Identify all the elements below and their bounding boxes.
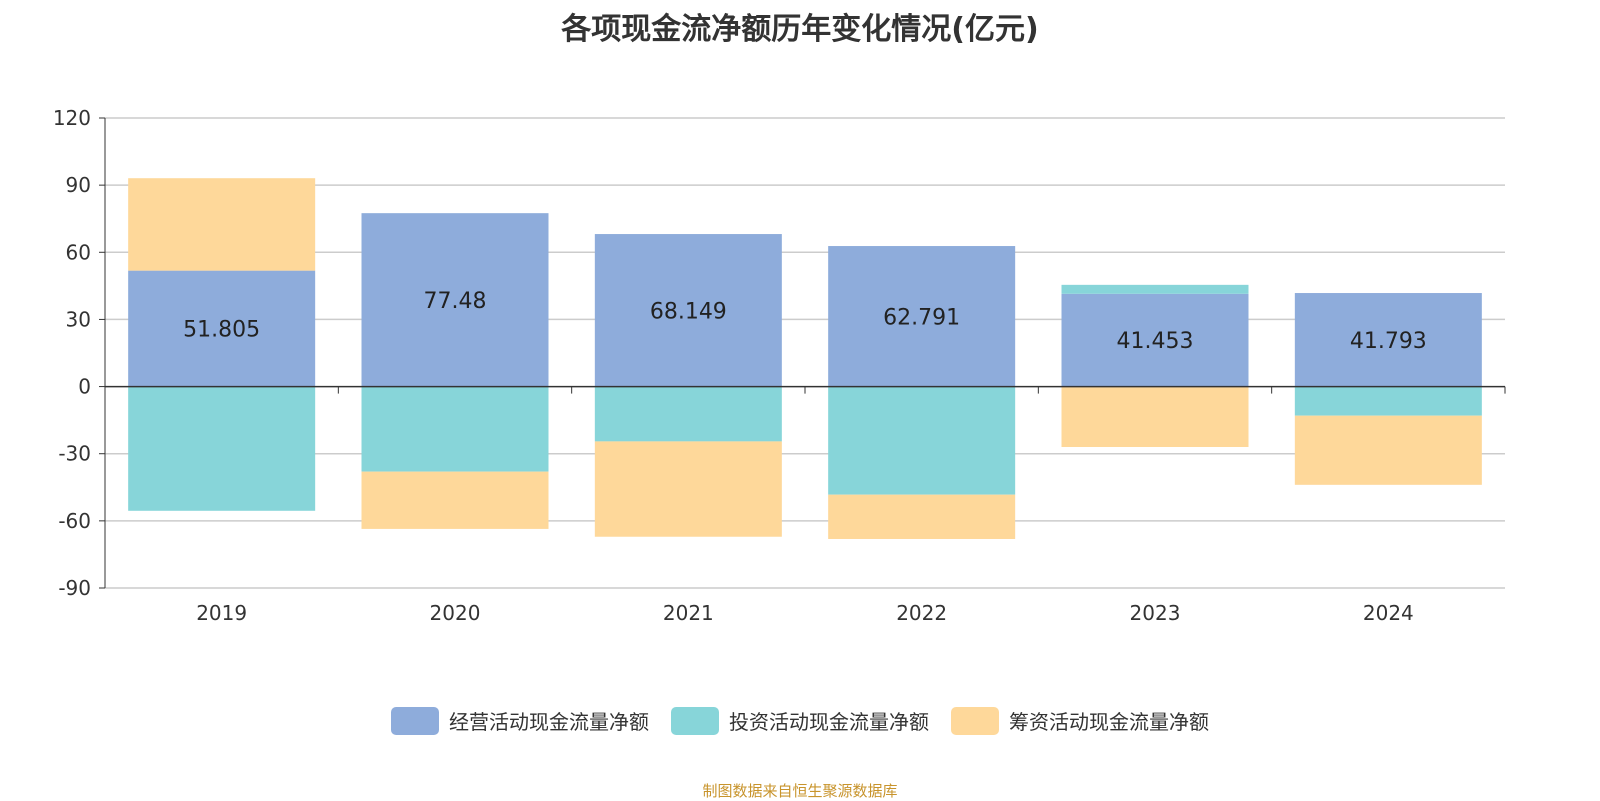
y-tick-label: 60 [66, 240, 91, 264]
bar-2024-series-0 [1294, 293, 1482, 387]
legend-label: 经营活动现金流量净额 [449, 710, 649, 734]
legend-item-operating[interactable]: 经营活动现金流量净额 [391, 706, 649, 735]
x-tick-label: 2019 [196, 601, 247, 625]
x-tick-label: 2022 [896, 601, 947, 625]
legend-swatch [671, 706, 719, 735]
y-tick-label: 120 [53, 106, 91, 130]
bar-2024-series-1 [1294, 386, 1482, 416]
data-label: 41.793 [1350, 329, 1427, 354]
x-tick-label: 2024 [1363, 601, 1414, 625]
y-tick-label: -30 [58, 442, 91, 466]
bar-2020-series-1 [361, 386, 549, 472]
bar-2021-series-0 [594, 234, 782, 387]
bar-2019-series-2 [128, 178, 316, 271]
bar-2022-series-2 [828, 494, 1016, 539]
y-tick-label: -90 [58, 576, 91, 600]
y-tick-label: 0 [78, 375, 91, 399]
data-label: 77.48 [424, 289, 487, 314]
data-label: 62.791 [883, 305, 960, 330]
legend-item-financing[interactable]: 筹资活动现金流量净额 [951, 706, 1209, 735]
data-label: 41.453 [1117, 329, 1194, 354]
data-label: 68.149 [650, 299, 727, 324]
x-tick-label: 2023 [1130, 601, 1181, 625]
bar-2021-series-2 [594, 441, 782, 537]
legend-item-investing[interactable]: 投资活动现金流量净额 [671, 706, 929, 735]
x-tick-label: 2020 [430, 601, 481, 625]
bar-2022-series-1 [828, 386, 1016, 495]
bar-2023-series-2 [1061, 386, 1249, 447]
bar-2021-series-1 [594, 386, 782, 442]
bar-2019-series-1 [128, 386, 316, 511]
legend-label: 筹资活动现金流量净额 [1009, 710, 1209, 734]
legend: 经营活动现金流量净额 投资活动现金流量净额 筹资活动现金流量净额 [0, 706, 1600, 735]
bar-2020-series-2 [361, 471, 549, 529]
source-footer: 制图数据来自恒生聚源数据库 [702, 782, 898, 800]
legend-label: 投资活动现金流量净额 [729, 710, 929, 734]
bar-2022-series-0 [828, 246, 1016, 387]
data-label: 51.805 [183, 318, 260, 343]
y-tick-label: 90 [66, 173, 91, 197]
bar-2024-series-2 [1294, 415, 1482, 485]
bar-2019-series-0 [128, 270, 316, 387]
bar-2020-series-0 [361, 213, 549, 387]
bar-2023-series-0 [1061, 293, 1249, 387]
legend-swatch [391, 706, 439, 735]
x-tick-label: 2021 [663, 601, 714, 625]
bar-2023-series-1 [1061, 284, 1249, 294]
y-tick-label: 30 [66, 307, 91, 331]
y-tick-label: -60 [58, 509, 91, 533]
chart-title: 各项现金流净额历年变化情况(亿元) [561, 12, 1039, 47]
legend-swatch [951, 706, 999, 735]
